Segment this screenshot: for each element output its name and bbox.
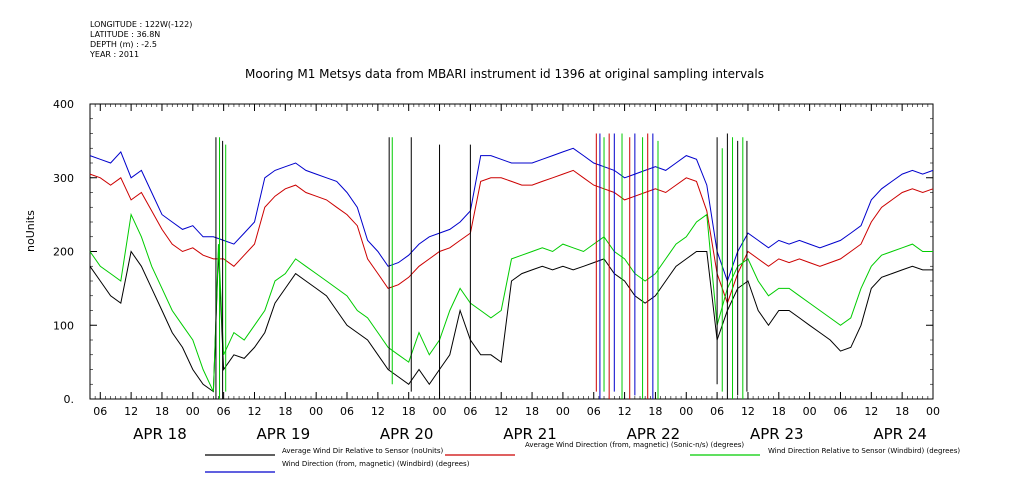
x-tick-label: 12 (741, 405, 755, 418)
x-tick-label: 00 (679, 405, 693, 418)
longitude-label: LONGITUDE : 122W(-122) (90, 20, 193, 29)
x-tick-label: 06 (217, 405, 231, 418)
day-label: APR 22 (627, 425, 681, 443)
x-tick-label: 00 (186, 405, 200, 418)
x-tick-label: 18 (402, 405, 416, 418)
legend-label-2: Wind Direction Relative to Sensor (Windb… (768, 447, 960, 455)
plot-frame (89, 103, 934, 400)
series-line-2 (89, 212, 933, 392)
x-tick-label: 18 (895, 405, 909, 418)
y-tick-label: 200 (53, 246, 74, 259)
day-label: APR 21 (503, 425, 557, 443)
y-tick-label: 300 (53, 172, 74, 185)
x-tick-label: 06 (710, 405, 724, 418)
y-tick-label: 400 (53, 98, 74, 111)
x-tick-label: 00 (803, 405, 817, 418)
latitude-label: LATITUDE : 36.8N (90, 30, 161, 39)
day-label: APR 19 (257, 425, 311, 443)
x-tick-label: 06 (340, 405, 354, 418)
x-tick-label: 18 (648, 405, 662, 418)
x-tick-label: 12 (124, 405, 138, 418)
legend-label-0: Average Wind Dir Relative to Sensor (noU… (282, 447, 443, 455)
x-tick-label: 06 (463, 405, 477, 418)
year-label: YEAR : 2011 (90, 50, 140, 59)
y-tick-label: 0. (64, 393, 75, 406)
depth-label: DEPTH (m) : -2.5 (90, 40, 157, 49)
legend-label-3: Wind Direction (from, magnetic) (Windbir… (282, 460, 470, 468)
y-tick-label: 100 (53, 319, 74, 332)
x-tick-label: 12 (618, 405, 632, 418)
x-tick-label: 00 (926, 405, 940, 418)
x-tick-label: 18 (525, 405, 539, 418)
x-tick-label: 06 (93, 405, 107, 418)
metadata-block: LONGITUDE : 122W(-122) LATITUDE : 36.8N … (90, 20, 192, 60)
x-tick-label: 12 (371, 405, 385, 418)
day-label: APR 20 (380, 425, 434, 443)
x-tick-label: 18 (278, 405, 292, 418)
chart-title: Mooring M1 Metsys data from MBARI instru… (245, 67, 764, 81)
series-line-0 (89, 250, 933, 393)
x-tick-label: 12 (247, 405, 261, 418)
x-tick-label: 00 (433, 405, 447, 418)
x-tick-label: 00 (309, 405, 323, 418)
day-label: APR 18 (133, 425, 187, 443)
x-tick-label: 12 (494, 405, 508, 418)
x-tick-label: 00 (556, 405, 570, 418)
x-tick-label: 18 (155, 405, 169, 418)
day-label: APR 23 (750, 425, 804, 443)
series-line-1 (89, 169, 934, 305)
day-label: APR 24 (873, 425, 927, 443)
x-tick-label: 18 (772, 405, 786, 418)
x-tick-label: 12 (864, 405, 878, 418)
series-line-3 (89, 147, 934, 283)
x-tick-label: 06 (587, 405, 601, 418)
x-tick-label: 06 (833, 405, 847, 418)
legend-label-1: Average Wind Direction (from, magnetic) … (525, 441, 744, 449)
